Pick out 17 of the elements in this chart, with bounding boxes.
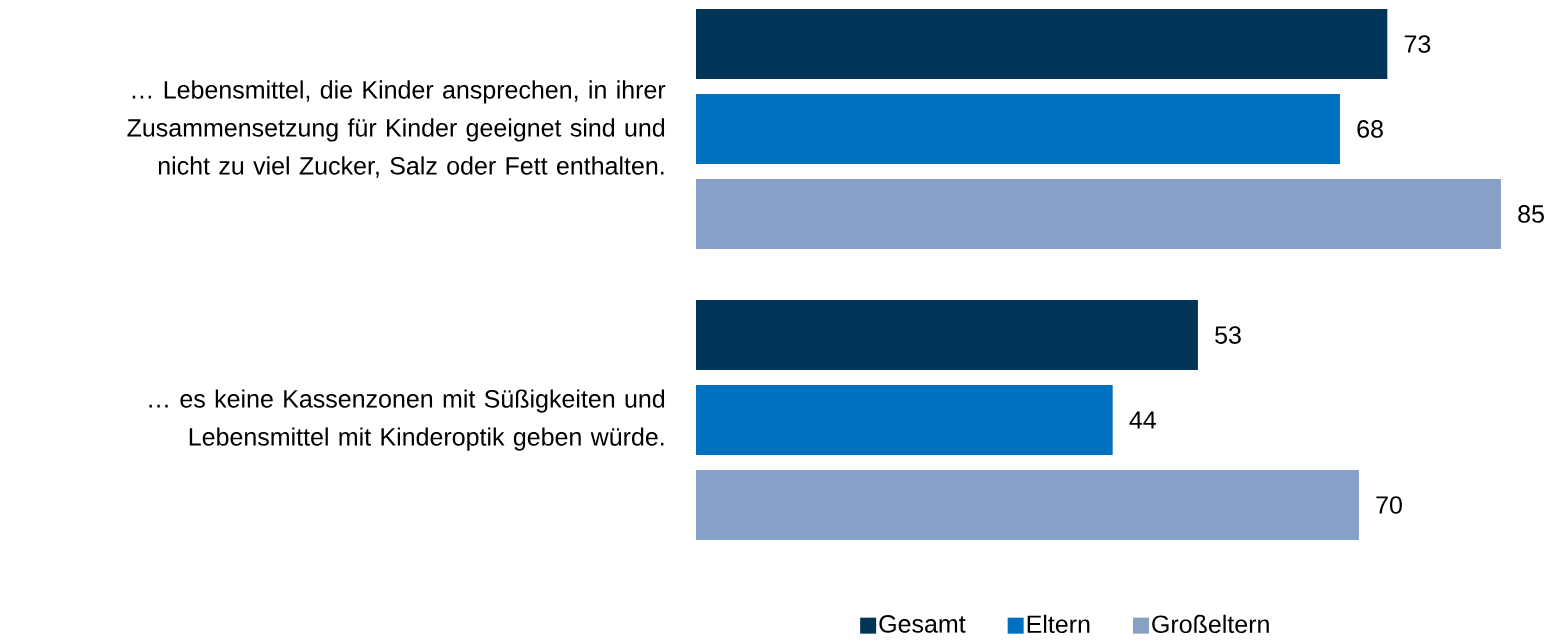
legend-label: Großeltern bbox=[1152, 614, 1269, 634]
bar bbox=[696, 179, 1501, 249]
data-label: 53 bbox=[1215, 326, 1241, 344]
y-tick-label: … es keine Kassenzonen mit Süßigkeiten und Lebensmittel mit Kinderoptik geben würde. bbox=[149, 389, 665, 451]
data-label: 70 bbox=[1376, 496, 1402, 514]
bar bbox=[696, 9, 1388, 79]
bar bbox=[696, 470, 1359, 540]
bar bbox=[696, 300, 1198, 370]
legend-label: Eltern bbox=[1027, 614, 1090, 634]
data-label: 85 bbox=[1518, 205, 1544, 223]
bar bbox=[696, 385, 1113, 455]
data-label: 44 bbox=[1129, 411, 1156, 429]
data-label: 68 bbox=[1357, 120, 1383, 138]
bar bbox=[696, 94, 1340, 164]
y-tick-label: … Lebensmittel, die Kinder ansprechen, in ihrer Zusammensetzung für Kinder geeignet sind und nicht zu viel Zucker, Salz oder Fett enthalten. bbox=[127, 80, 666, 178]
legend-label: Gesamt bbox=[879, 615, 966, 633]
data-label: 73 bbox=[1404, 35, 1431, 53]
